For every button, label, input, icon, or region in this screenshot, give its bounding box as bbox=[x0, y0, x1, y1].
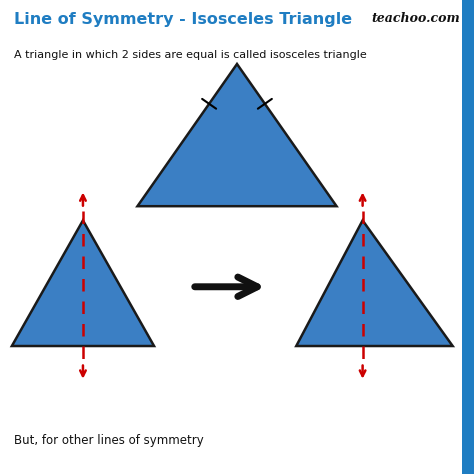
Text: Line of Symmetry - Isosceles Triangle: Line of Symmetry - Isosceles Triangle bbox=[14, 12, 352, 27]
Polygon shape bbox=[12, 220, 154, 346]
Text: But, for other lines of symmetry: But, for other lines of symmetry bbox=[14, 434, 204, 447]
Text: A triangle in which 2 sides are equal is called isosceles triangle: A triangle in which 2 sides are equal is… bbox=[14, 50, 367, 60]
Text: teachoo.com: teachoo.com bbox=[371, 12, 460, 25]
Polygon shape bbox=[462, 0, 474, 474]
Polygon shape bbox=[296, 220, 453, 346]
Polygon shape bbox=[137, 64, 337, 206]
